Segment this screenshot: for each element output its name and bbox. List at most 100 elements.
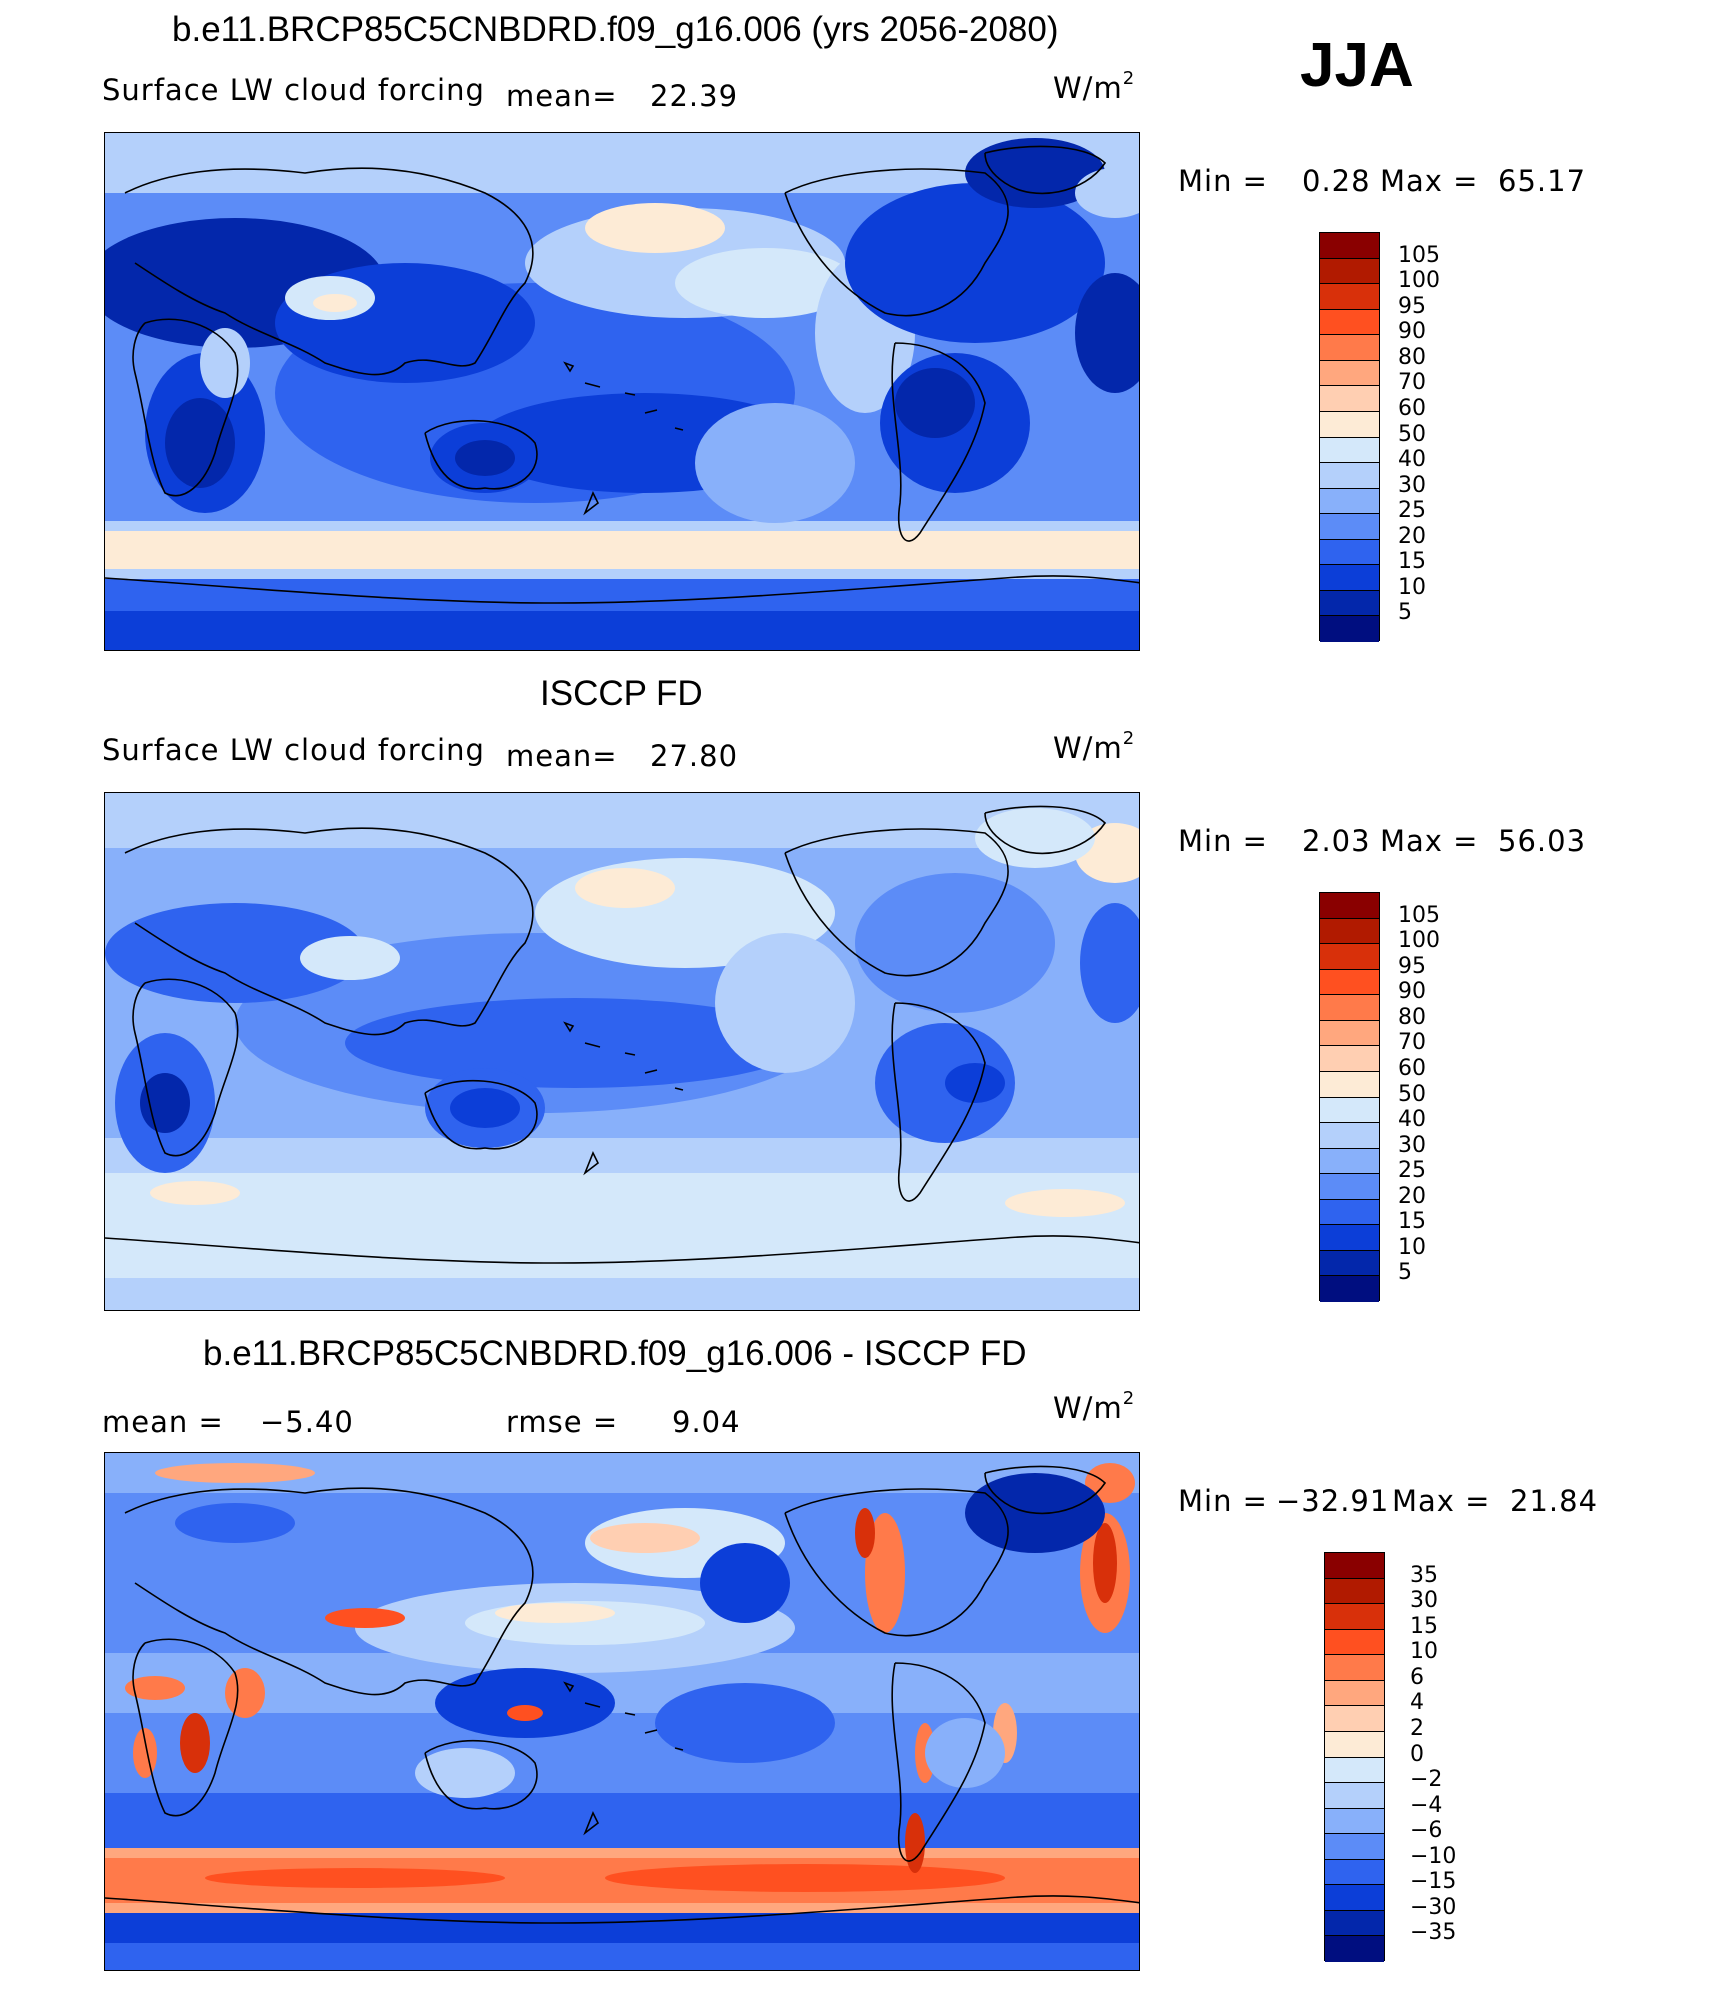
colorbar-swatch <box>1320 1046 1379 1072</box>
colorbar-tick-label: 25 <box>1398 498 1426 524</box>
colorbar-swatch <box>1320 386 1379 412</box>
colorbar-swatch <box>1320 514 1379 540</box>
panel3-max-label: Max = <box>1392 1484 1491 1518</box>
colorbar-tick-label: 50 <box>1398 421 1426 447</box>
colorbar-swatch <box>1320 411 1379 438</box>
colorbar-swatch <box>1325 1885 1384 1911</box>
colorbar-tick-label: 35 <box>1410 1562 1438 1588</box>
season-label: JJA <box>1300 31 1414 100</box>
colorbar-tick-label: 105 <box>1398 242 1440 268</box>
colorbar-tick-label: 80 <box>1398 344 1426 370</box>
colorbar-tick-label: −35 <box>1410 1920 1457 1946</box>
colorbar-swatch <box>1320 918 1379 945</box>
colorbar-swatch <box>1320 1097 1379 1124</box>
colorbar-tick-label: 40 <box>1398 447 1426 473</box>
colorbar-swatch <box>1320 284 1379 310</box>
colorbar-swatch <box>1320 360 1379 387</box>
colorbar-swatch <box>1325 1578 1384 1605</box>
colorbar-swatch <box>1320 590 1379 617</box>
colorbar-tick-label: −15 <box>1410 1869 1457 1895</box>
panel2-map <box>104 792 1140 1311</box>
colorbar-swatch <box>1320 488 1379 515</box>
colorbar-tick-label: 40 <box>1398 1107 1426 1133</box>
colorbar-tick-label: 70 <box>1398 370 1426 396</box>
colorbar-tick-label: 80 <box>1398 1004 1426 1030</box>
colorbar-tick-label: −4 <box>1410 1792 1443 1818</box>
colorbar-tick-label: 6 <box>1410 1664 1424 1690</box>
panel1-colorbar <box>1319 232 1380 642</box>
panel2-min-label: Min = <box>1178 824 1268 858</box>
colorbar-swatch <box>1325 1783 1384 1809</box>
colorbar-swatch <box>1320 893 1379 919</box>
colorbar-tick-label: 20 <box>1398 523 1426 549</box>
panel1-min-label: Min = <box>1178 164 1268 198</box>
panel1-title: b.e11.BRCP85C5CNBDRD.f09_g16.006 (yrs 20… <box>172 10 1059 49</box>
colorbar-swatch <box>1320 1276 1379 1302</box>
colorbar-tick-label: 100 <box>1398 268 1440 294</box>
colorbar-swatch <box>1320 437 1379 464</box>
panel2-mean-value: 27.80 <box>650 739 739 773</box>
colorbar-swatch <box>1325 1680 1384 1707</box>
panel2-units: W/m2 <box>1053 728 1135 765</box>
panel2-min-value: 2.03 <box>1302 824 1371 858</box>
colorbar-swatch <box>1325 1553 1384 1579</box>
panel1-variable: Surface LW cloud forcing <box>102 73 485 107</box>
colorbar-tick-label: 95 <box>1398 293 1426 319</box>
panel2-max-value: 56.03 <box>1498 824 1587 858</box>
panel3-rmse-label: rmse = <box>506 1405 619 1439</box>
colorbar-tick-label: 2 <box>1410 1715 1424 1741</box>
colorbar-swatch <box>1320 1148 1379 1175</box>
colorbar-tick-label: 0 <box>1410 1741 1424 1767</box>
colorbar-swatch <box>1325 1859 1384 1886</box>
colorbar-swatch <box>1320 1123 1379 1149</box>
colorbar-tick-label: 100 <box>1398 928 1440 954</box>
colorbar-swatch <box>1320 944 1379 970</box>
panel3-units: W/m2 <box>1053 1388 1135 1425</box>
panel1-max-value: 65.17 <box>1498 164 1587 198</box>
colorbar-tick-label: −10 <box>1410 1843 1457 1869</box>
colorbar-tick-label: 4 <box>1410 1690 1424 1716</box>
colorbar-tick-label: 20 <box>1398 1183 1426 1209</box>
colorbar-swatch <box>1320 1199 1379 1226</box>
colorbar-tick-label: 60 <box>1398 395 1426 421</box>
colorbar-tick-label: 90 <box>1398 979 1426 1005</box>
panel2-colorbar <box>1319 892 1380 1302</box>
panel1-max-label: Max = <box>1380 164 1479 198</box>
colorbar-tick-label: 30 <box>1398 1132 1426 1158</box>
colorbar-swatch <box>1325 1757 1384 1784</box>
colorbar-tick-label: 10 <box>1410 1639 1438 1665</box>
colorbar-swatch <box>1320 1071 1379 1098</box>
colorbar-swatch <box>1325 1655 1384 1681</box>
panel2-title: ISCCP FD <box>540 674 703 713</box>
panel3-max-value: 21.84 <box>1510 1484 1599 1518</box>
colorbar-swatch <box>1320 1225 1379 1251</box>
colorbar-swatch <box>1320 309 1379 336</box>
colorbar-tick-label: −30 <box>1410 1894 1457 1920</box>
panel3-colorbar <box>1324 1552 1385 1962</box>
panel3-min-label: Min = <box>1178 1484 1268 1518</box>
colorbar-swatch <box>1325 1808 1384 1835</box>
colorbar-swatch <box>1325 1731 1384 1758</box>
colorbar-tick-label: −6 <box>1410 1818 1443 1844</box>
colorbar-tick-label: 50 <box>1398 1081 1426 1107</box>
colorbar-swatch <box>1320 1250 1379 1277</box>
colorbar-swatch <box>1320 565 1379 591</box>
colorbar-swatch <box>1320 1174 1379 1200</box>
panel1-units: W/m2 <box>1053 68 1135 105</box>
colorbar-tick-label: 15 <box>1398 549 1426 575</box>
panel3-mean-label: mean = <box>102 1405 224 1439</box>
panel3-map <box>104 1452 1140 1971</box>
colorbar-tick-label: 105 <box>1398 902 1440 928</box>
panel3-mean-value: −5.40 <box>260 1405 354 1439</box>
colorbar-tick-label: 10 <box>1398 574 1426 600</box>
colorbar-tick-label: 5 <box>1398 1260 1412 1286</box>
panel1-field <box>105 133 1139 650</box>
colorbar-swatch <box>1320 995 1379 1021</box>
colorbar-tick-label: −2 <box>1410 1767 1443 1793</box>
colorbar-swatch <box>1320 335 1379 361</box>
panel2-variable: Surface LW cloud forcing <box>102 733 485 767</box>
panel3-min-value: −32.91 <box>1276 1484 1390 1518</box>
colorbar-swatch <box>1320 233 1379 259</box>
colorbar-swatch <box>1320 616 1379 642</box>
colorbar-tick-label: 15 <box>1410 1613 1438 1639</box>
